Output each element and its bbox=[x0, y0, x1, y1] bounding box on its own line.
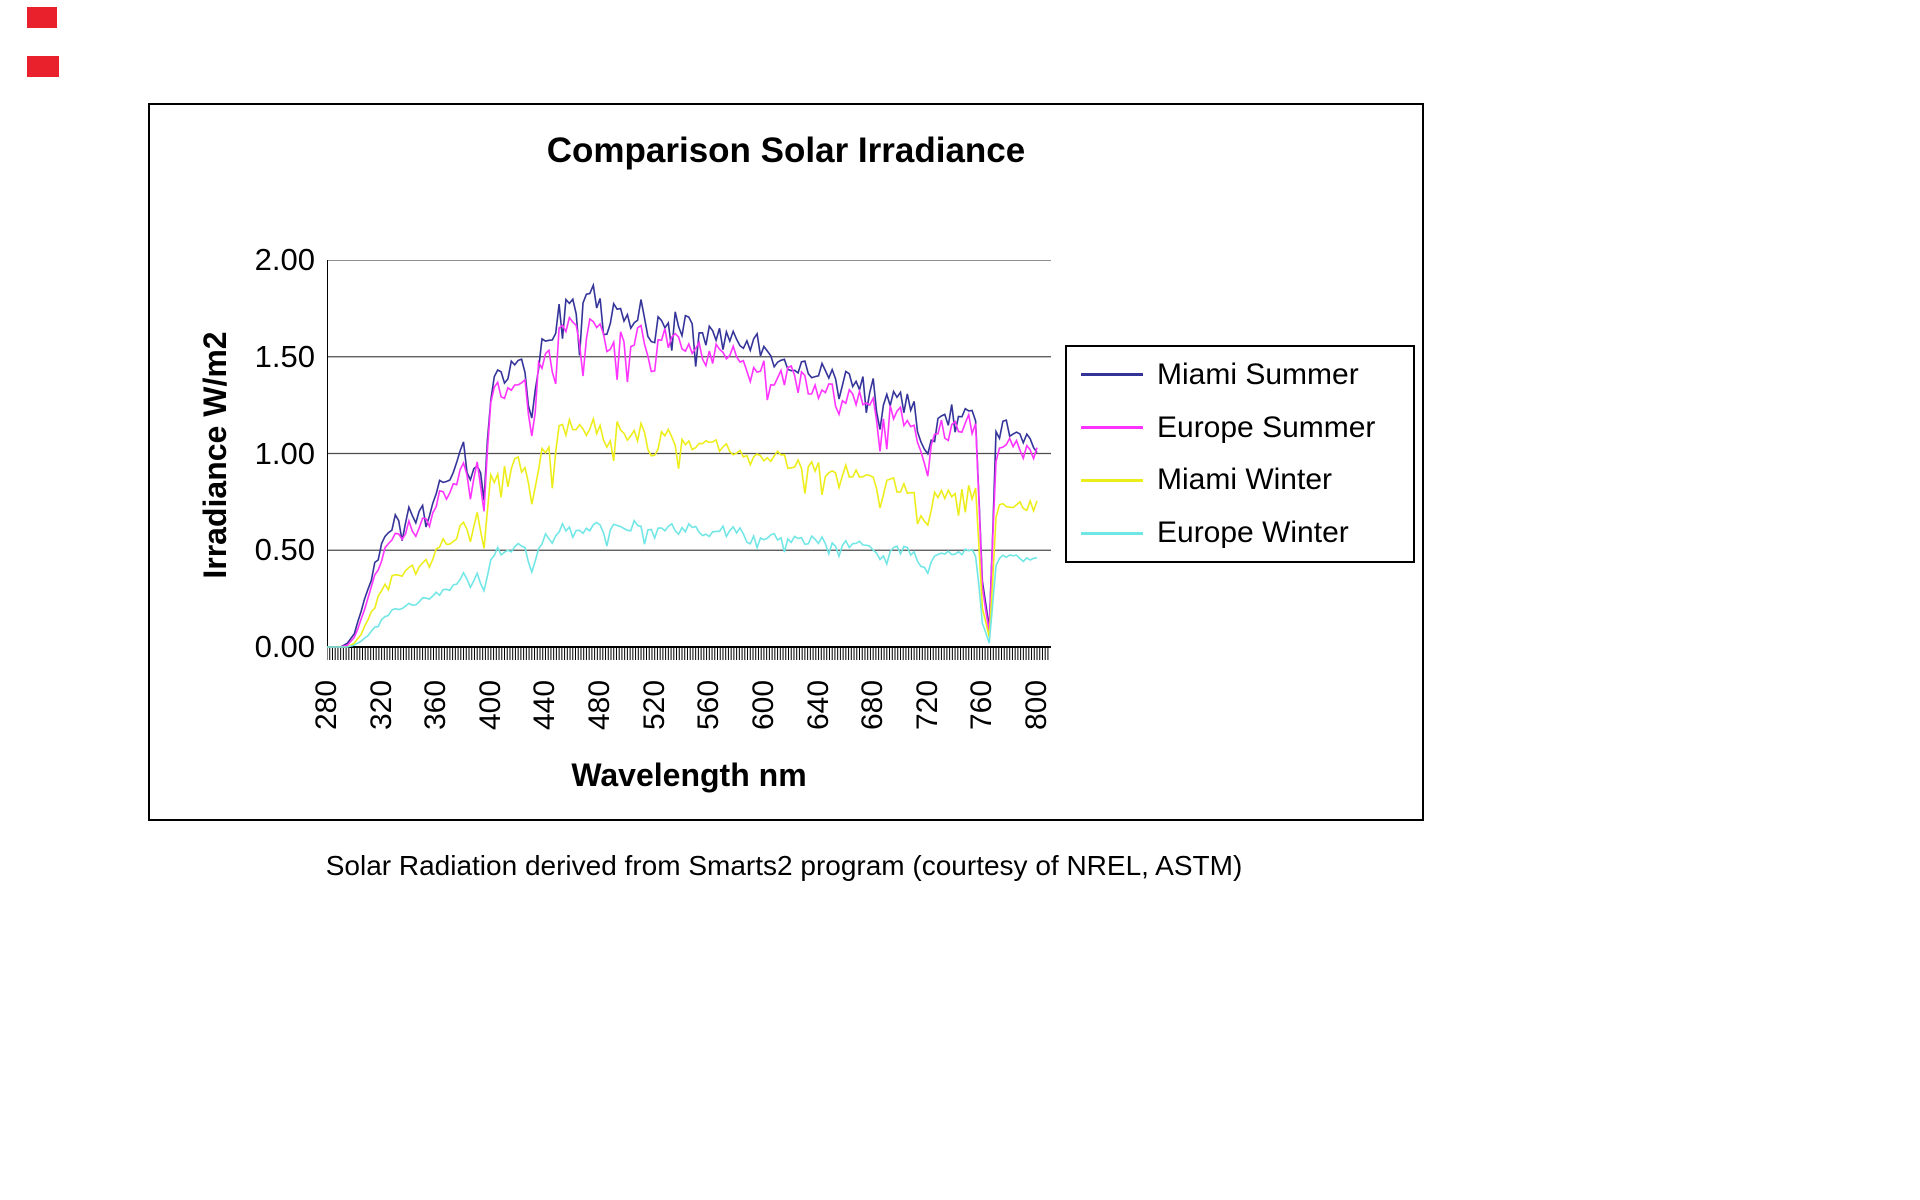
chart-caption: Solar Radiation derived from Smarts2 pro… bbox=[325, 850, 1243, 881]
legend-line-swatch bbox=[1081, 373, 1143, 377]
x-tick-label: 640 bbox=[801, 679, 835, 731]
legend-item-miami-winter: Miami Winter bbox=[1067, 455, 1413, 505]
legend-item-miami-summer: Miami Summer bbox=[1067, 350, 1413, 400]
x-tick-label: 680 bbox=[856, 679, 890, 731]
chart-title: Comparison Solar Irradiance bbox=[546, 131, 1026, 170]
x-tick-label: 280 bbox=[310, 679, 343, 731]
legend-line-swatch bbox=[1081, 478, 1143, 482]
plot-svg bbox=[326, 259, 1051, 660]
y-tick-label: 0.00 bbox=[254, 629, 315, 664]
x-tick-label: 320 bbox=[364, 679, 398, 731]
legend-label: Europe Summer bbox=[1157, 410, 1376, 444]
legend-label: Miami Summer bbox=[1157, 357, 1359, 391]
legend-item-europe-summer: Europe Summer bbox=[1067, 403, 1413, 453]
legend-line-swatch bbox=[1081, 426, 1143, 430]
series-line-miami-summer bbox=[327, 282, 1038, 648]
x-tick-label: 720 bbox=[910, 679, 944, 731]
chart-frame: Comparison Solar Irradiance Irradiance W… bbox=[148, 103, 1424, 821]
y-tick-label: 1.00 bbox=[254, 435, 315, 471]
legend-label: Miami Winter bbox=[1157, 463, 1333, 497]
series-line-miami-winter bbox=[327, 416, 1038, 648]
legend-label: Europe Winter bbox=[1157, 516, 1349, 550]
red-corner-mark-2 bbox=[27, 56, 59, 77]
series-line-europe-summer bbox=[327, 315, 1038, 648]
legend: Miami Summer Europe Summer Miami Winter Eur… bbox=[1065, 345, 1415, 563]
legend-line-swatch bbox=[1081, 531, 1143, 535]
x-tick-label: 760 bbox=[965, 679, 999, 731]
x-tick-label: 400 bbox=[473, 679, 507, 731]
x-tick-label: 800 bbox=[1020, 679, 1053, 731]
y-tick-label: 0.50 bbox=[254, 532, 315, 568]
x-tick-label: 520 bbox=[637, 679, 671, 731]
legend-item-europe-winter: Europe Winter bbox=[1067, 508, 1413, 558]
x-axis-title: Wavelength nm bbox=[571, 757, 807, 793]
x-tick-label: 440 bbox=[528, 679, 562, 731]
plot-area bbox=[326, 259, 1067, 670]
y-tick-label: 2.00 bbox=[254, 242, 315, 277]
x-tick-label: 360 bbox=[419, 679, 453, 731]
red-corner-mark-1 bbox=[27, 7, 57, 28]
x-tick-label: 560 bbox=[692, 679, 726, 731]
x-tick-label: 480 bbox=[583, 679, 617, 731]
x-tick-label: 600 bbox=[746, 679, 780, 731]
series-line-europe-winter bbox=[327, 518, 1038, 648]
y-tick-label: 1.50 bbox=[254, 338, 315, 374]
